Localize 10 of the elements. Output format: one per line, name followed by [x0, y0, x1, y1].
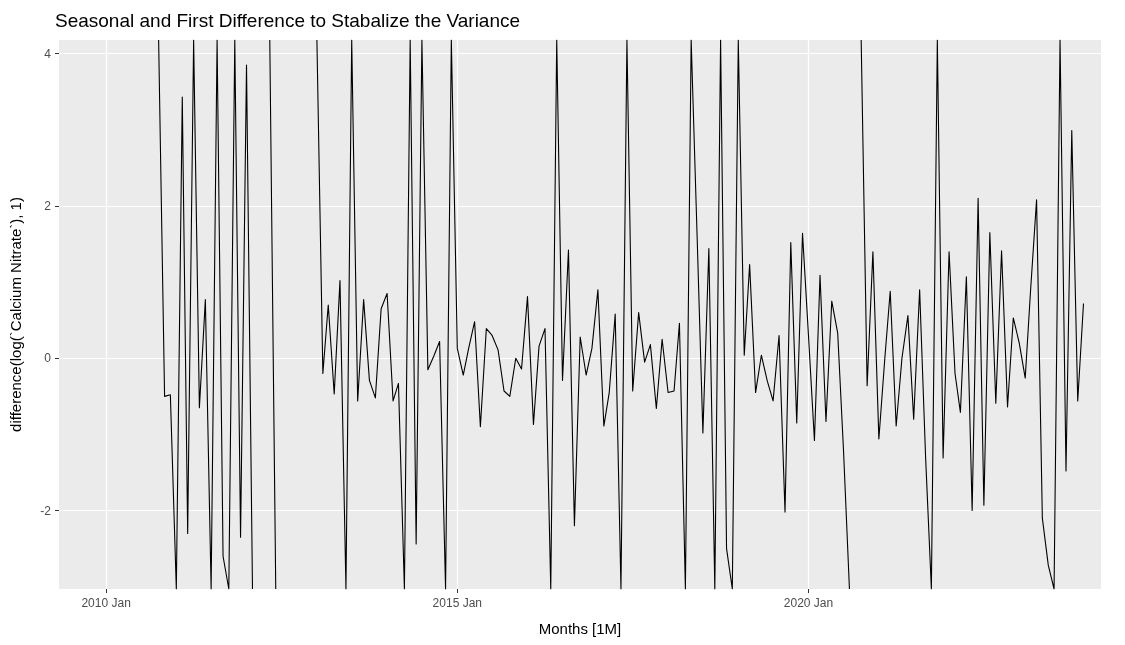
y-tick-label: 4	[44, 46, 52, 61]
y-tick-label: -2	[40, 503, 52, 518]
x-axis-title: Months [1M]	[538, 620, 622, 637]
x-tick-label: 2015 Jan	[432, 596, 482, 610]
x-tick-label: 2010 Jan	[81, 596, 131, 610]
chart-title: Seasonal and First Difference to Stabalize the Variance	[55, 10, 521, 31]
y-axis-title: difference(log(`Calcium Nitrate`), 1)	[7, 197, 24, 432]
y-tick-label: 2	[44, 198, 52, 213]
y-tick-label: 0	[44, 351, 52, 366]
x-tick-label: 2020 Jan	[783, 596, 834, 610]
